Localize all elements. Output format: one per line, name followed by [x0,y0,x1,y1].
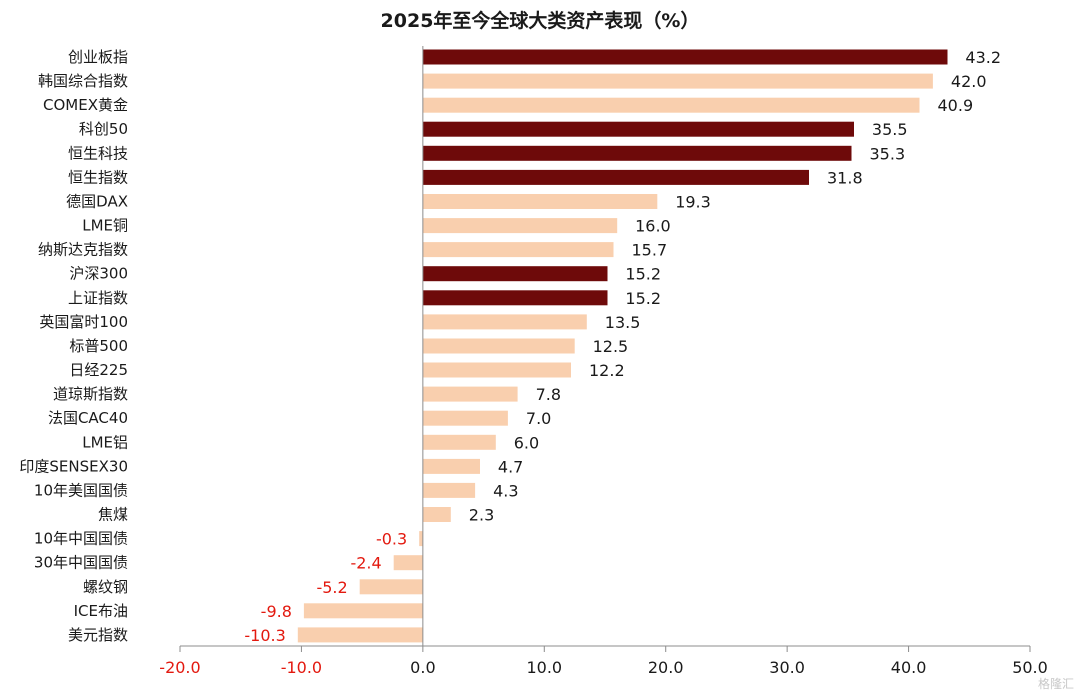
bar [422,410,508,426]
x-tick-label: -10.0 [281,658,322,677]
watermark-logo: 格隆汇 [1037,677,1074,691]
bar [422,290,608,306]
category-label: 日经225 [69,361,128,379]
data-label: 40.9 [938,96,974,115]
category-label: 美元指数 [68,626,128,644]
x-tick-label: 0.0 [410,658,435,677]
category-label: 纳斯达克指数 [38,241,128,259]
x-tick-label: 50.0 [1012,658,1048,677]
x-tick-label: 20.0 [648,658,684,677]
category-label: 30年中国国债 [34,554,128,572]
data-label: 42.0 [951,72,987,91]
bar [422,338,575,354]
bar [393,555,423,571]
bar [422,169,809,185]
bar [422,386,518,402]
category-label: 螺纹钢 [83,578,128,596]
x-tick-label: 10.0 [526,658,562,677]
data-label: -0.3 [376,530,407,549]
category-label: 恒生指数 [68,168,128,186]
bar [422,194,658,209]
bar [422,145,852,161]
data-label: -2.4 [350,554,381,573]
bar [303,603,423,619]
bar [422,314,587,330]
data-label: 12.5 [593,337,629,356]
bar [422,218,618,234]
bar [422,97,920,113]
category-label: ICE布油 [74,602,128,620]
data-label: 31.8 [827,168,863,187]
data-label: 6.0 [514,433,539,452]
bar [422,362,571,378]
category-label: 韩国综合指数 [38,72,128,90]
bar [422,434,496,450]
category-label: 道琼斯指数 [53,385,128,403]
data-label: 7.0 [526,409,551,428]
category-label: 英国富时100 [39,313,128,331]
data-label: 15.2 [625,289,661,308]
category-label: 法国CAC40 [48,409,128,427]
x-tick-label: 40.0 [891,658,927,677]
data-label: 16.0 [635,217,671,236]
x-tick-label: -20.0 [159,658,200,677]
category-label: 10年美国国债 [34,481,128,499]
data-label: 4.7 [498,457,523,476]
bar [422,49,948,65]
bar [419,531,423,547]
bar [422,266,608,282]
category-label: 科创50 [79,120,128,138]
data-label: 2.3 [469,506,494,525]
data-label: 43.2 [965,48,1001,67]
data-label: 7.8 [536,385,561,404]
category-label: 焦煤 [98,506,128,524]
data-label: 19.3 [675,193,711,212]
category-label: COMEX黄金 [43,96,128,114]
data-label: 4.3 [493,481,518,500]
category-label: 上证指数 [68,289,128,307]
bar [422,458,480,474]
data-label: -5.2 [316,578,347,597]
x-tick-label: 30.0 [769,658,805,677]
bar [422,482,476,498]
bar [359,579,423,595]
category-label: LME铜 [82,217,128,235]
data-label: 13.5 [605,313,641,332]
category-label: 标普500 [69,337,128,355]
bar [422,121,854,137]
data-label: 15.2 [625,265,661,284]
bar [422,73,933,89]
category-label: 印度SENSEX30 [19,457,128,475]
data-label: 15.7 [632,241,668,260]
data-label: 35.3 [870,144,906,163]
data-label: 35.5 [872,120,908,139]
category-label: 沪深300 [69,265,128,283]
category-label: 恒生科技 [68,144,128,162]
bar [422,242,614,258]
data-label: 12.2 [589,361,625,380]
data-label: -9.8 [261,602,292,621]
bar [422,507,451,522]
data-label: -10.3 [244,626,285,645]
category-label: 创业板指 [68,48,128,66]
category-label: 德国DAX [66,193,128,211]
bar [297,627,423,643]
chart-title: 2025年至今全球大类资产表现（%） [380,10,700,32]
category-label: LME铝 [82,433,128,451]
category-label: 10年中国国债 [34,530,128,548]
